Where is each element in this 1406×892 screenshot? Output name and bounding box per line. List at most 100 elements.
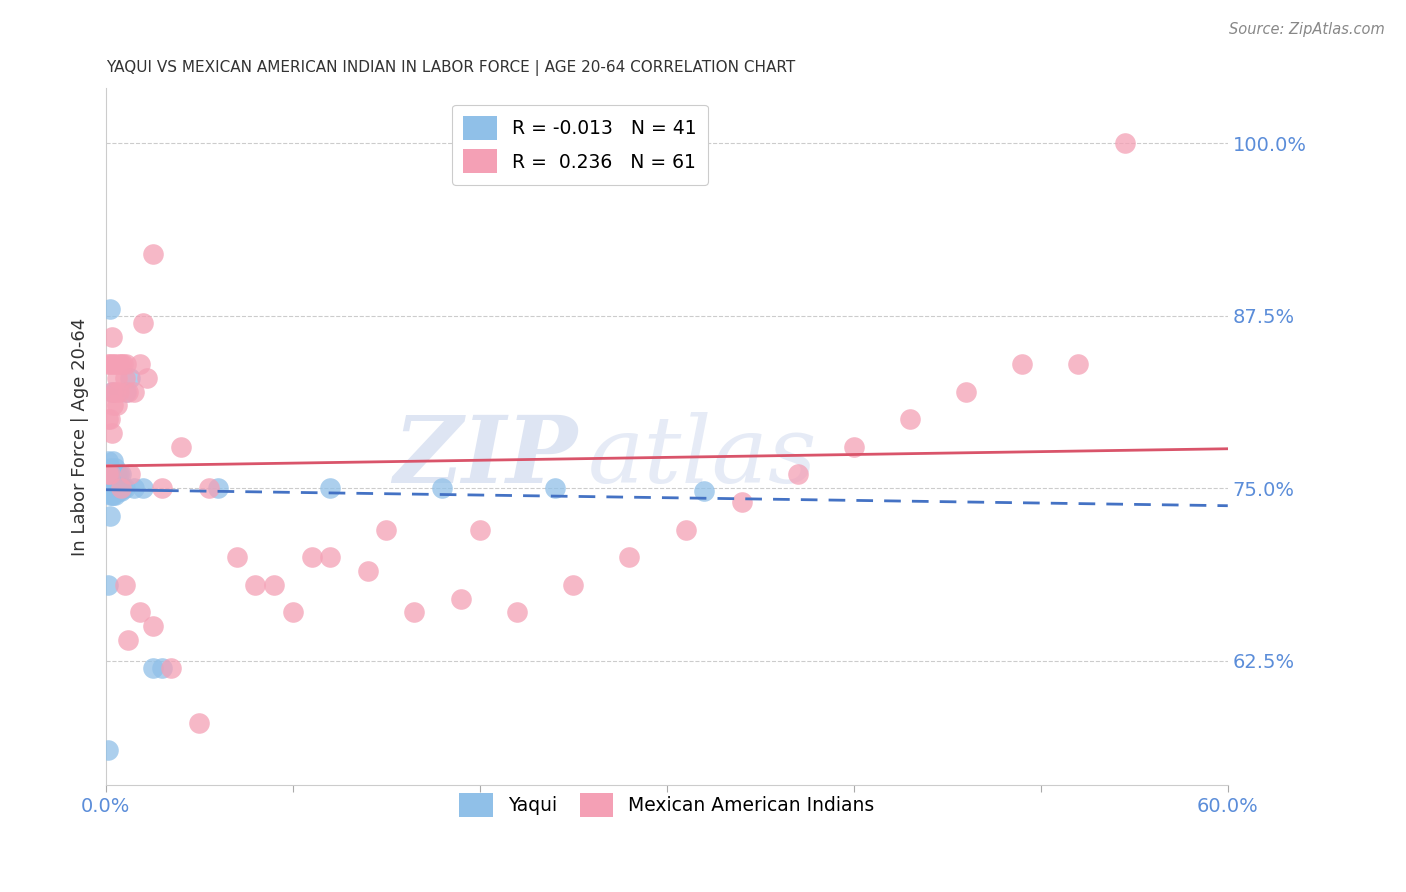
- Point: [675, 523, 697, 537]
- Point: [105, 481, 128, 495]
- Text: ZIP: ZIP: [392, 412, 576, 502]
- Point: [97, 357, 120, 371]
- Point: [898, 412, 921, 426]
- Point: [97, 481, 120, 495]
- Point: [128, 357, 150, 371]
- Point: [108, 467, 131, 482]
- Point: [245, 578, 267, 592]
- Point: [197, 481, 219, 495]
- Point: [404, 606, 426, 620]
- Point: [122, 384, 145, 399]
- Point: [110, 483, 132, 498]
- Point: [122, 481, 145, 495]
- Point: [100, 467, 122, 482]
- Point: [104, 488, 127, 502]
- Point: [110, 467, 132, 482]
- Point: [103, 481, 125, 495]
- Point: [142, 619, 165, 633]
- Point: [468, 523, 491, 537]
- Point: [120, 467, 142, 482]
- Point: [97, 412, 120, 426]
- Point: [506, 606, 529, 620]
- Point: [100, 329, 122, 343]
- Point: [120, 371, 142, 385]
- Y-axis label: In Labor Force | Age 20-64: In Labor Force | Age 20-64: [72, 318, 89, 556]
- Text: atlas: atlas: [588, 412, 818, 502]
- Point: [132, 316, 155, 330]
- Point: [619, 550, 641, 565]
- Point: [562, 578, 585, 592]
- Point: [98, 301, 121, 316]
- Point: [97, 578, 120, 592]
- Point: [100, 384, 122, 399]
- Point: [98, 460, 121, 475]
- Point: [103, 453, 125, 467]
- Point: [103, 488, 125, 502]
- Point: [100, 426, 122, 441]
- Point: [98, 508, 121, 523]
- Point: [730, 495, 752, 509]
- Point: [319, 481, 342, 495]
- Point: [160, 660, 183, 674]
- Point: [170, 440, 193, 454]
- Point: [357, 564, 380, 578]
- Point: [110, 481, 132, 495]
- Point: [108, 357, 131, 371]
- Point: [693, 483, 716, 498]
- Point: [111, 481, 134, 495]
- Point: [98, 475, 121, 489]
- Point: [842, 440, 865, 454]
- Point: [97, 467, 120, 482]
- Point: [103, 357, 125, 371]
- Point: [100, 384, 122, 399]
- Point: [117, 632, 139, 647]
- Point: [188, 715, 211, 730]
- Point: [319, 550, 342, 565]
- Point: [104, 384, 127, 399]
- Point: [98, 412, 121, 426]
- Point: [114, 481, 136, 495]
- Point: [111, 357, 134, 371]
- Point: [225, 550, 247, 565]
- Text: Source: ZipAtlas.com: Source: ZipAtlas.com: [1229, 22, 1385, 37]
- Point: [100, 488, 122, 502]
- Point: [301, 550, 323, 565]
- Point: [128, 606, 150, 620]
- Point: [375, 523, 398, 537]
- Point: [281, 606, 304, 620]
- Point: [207, 481, 229, 495]
- Legend: Yaqui, Mexican American Indians: Yaqui, Mexican American Indians: [451, 785, 882, 824]
- Point: [108, 483, 131, 498]
- Point: [98, 467, 121, 482]
- Point: [142, 660, 165, 674]
- Point: [98, 488, 121, 502]
- Point: [136, 371, 159, 385]
- Point: [100, 481, 122, 495]
- Point: [115, 384, 138, 399]
- Point: [97, 453, 120, 467]
- Point: [955, 384, 977, 399]
- Point: [97, 467, 120, 482]
- Point: [98, 467, 121, 482]
- Point: [98, 357, 121, 371]
- Point: [1114, 136, 1136, 151]
- Point: [103, 467, 125, 482]
- Point: [104, 357, 127, 371]
- Point: [142, 246, 165, 260]
- Point: [97, 743, 120, 757]
- Point: [104, 460, 127, 475]
- Point: [150, 660, 173, 674]
- Point: [450, 591, 472, 606]
- Point: [1067, 357, 1090, 371]
- Point: [105, 371, 128, 385]
- Point: [105, 467, 128, 482]
- Point: [104, 475, 127, 489]
- Point: [132, 481, 155, 495]
- Point: [110, 357, 132, 371]
- Point: [150, 481, 173, 495]
- Text: YAQUI VS MEXICAN AMERICAN INDIAN IN LABOR FORCE | AGE 20-64 CORRELATION CHART: YAQUI VS MEXICAN AMERICAN INDIAN IN LABO…: [105, 60, 796, 76]
- Point: [117, 384, 139, 399]
- Point: [114, 371, 136, 385]
- Point: [1011, 357, 1033, 371]
- Point: [432, 481, 454, 495]
